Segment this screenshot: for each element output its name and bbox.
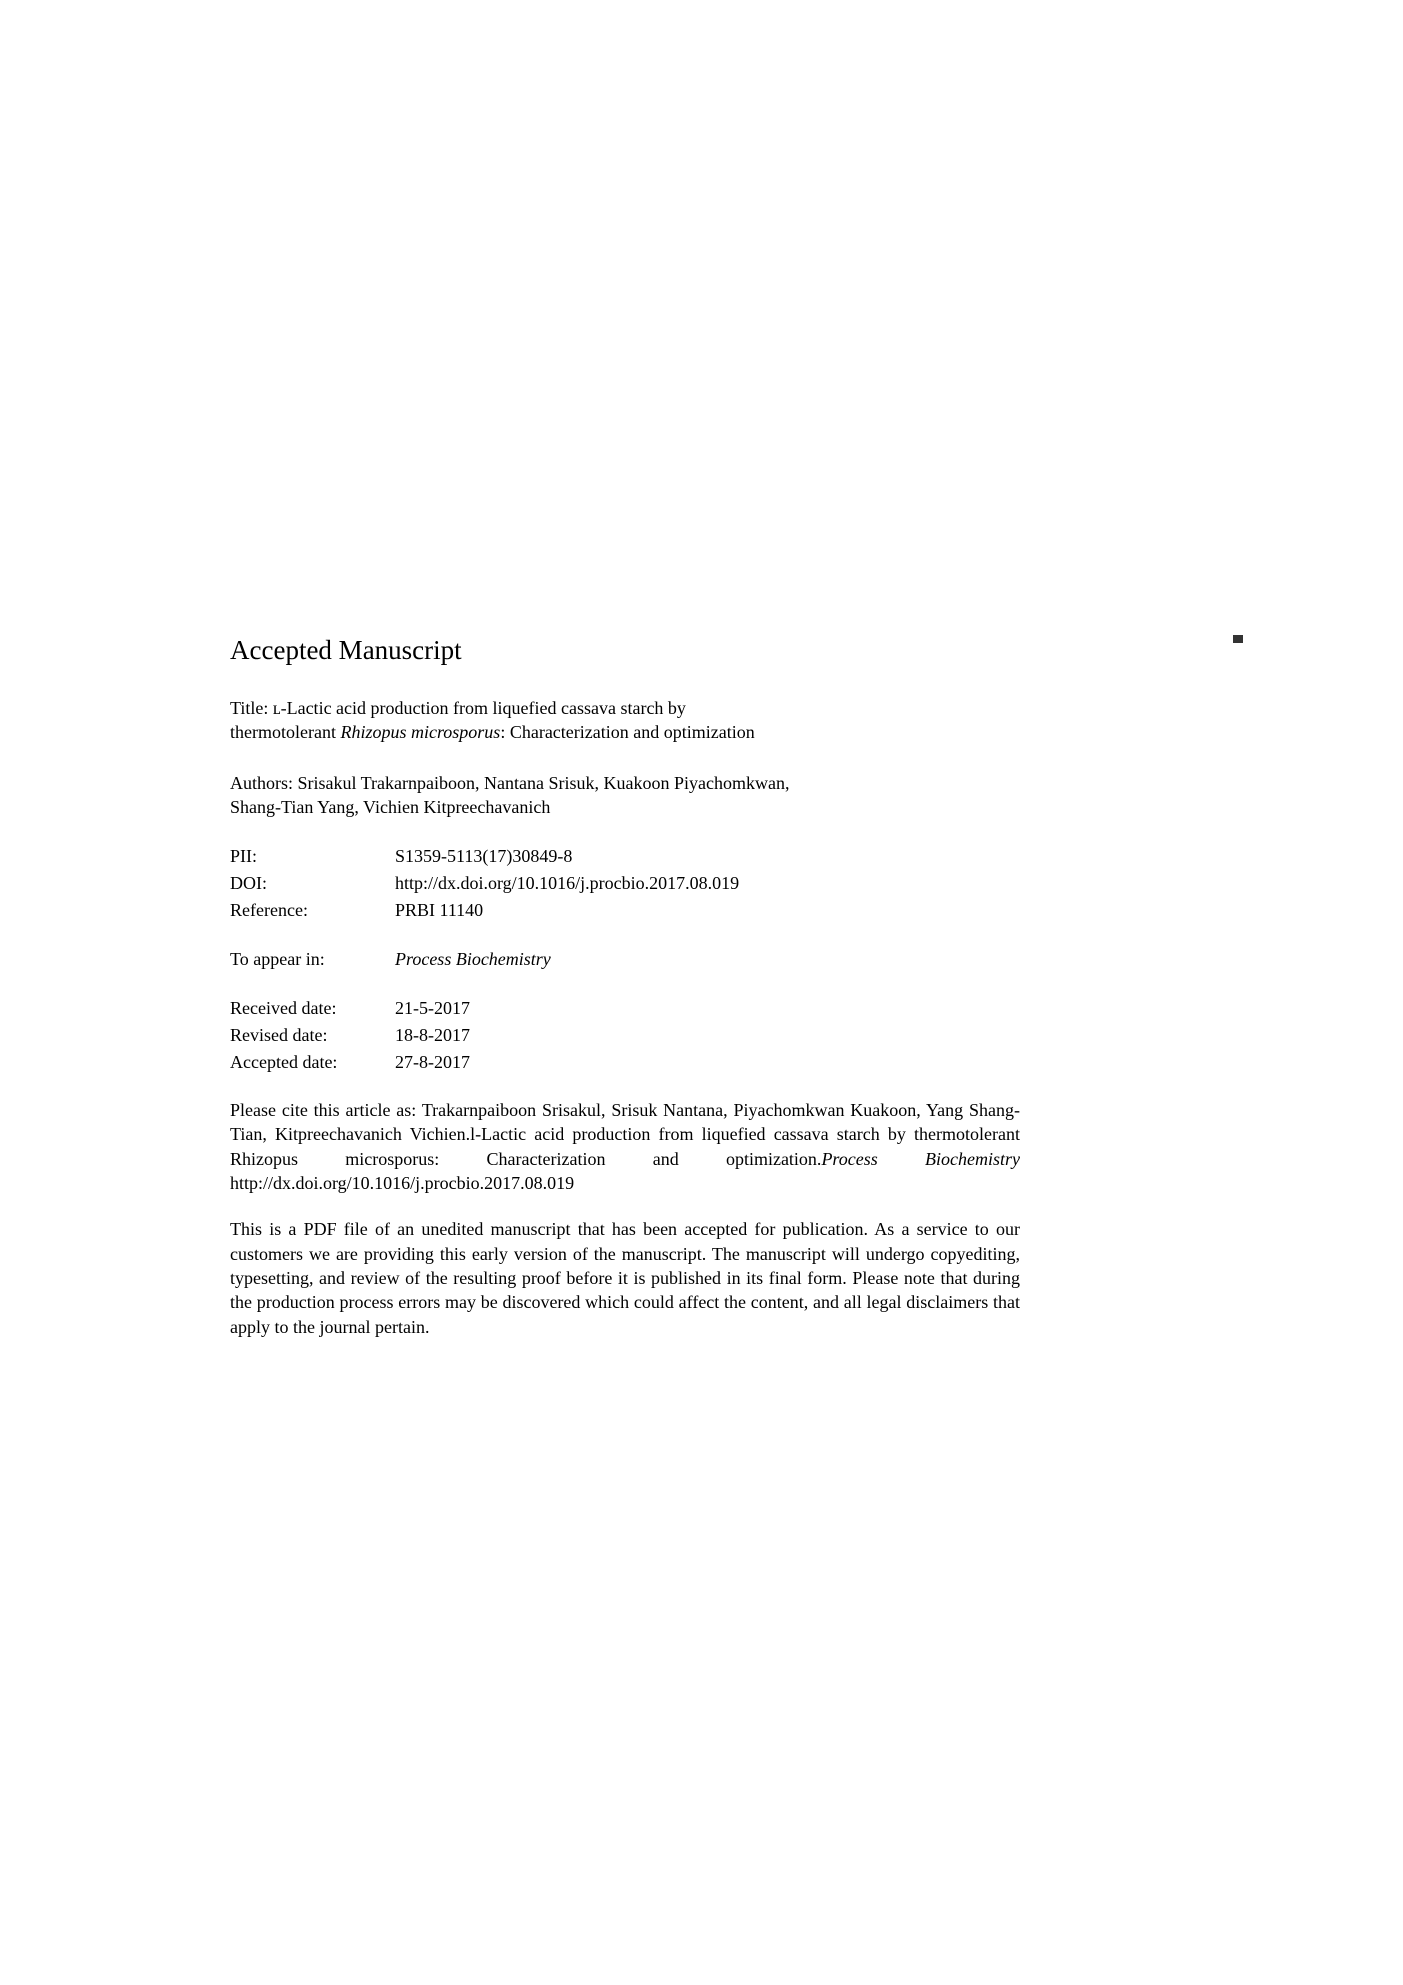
pii-label: PII: xyxy=(230,843,395,870)
accepted-manuscript-heading: Accepted Manuscript xyxy=(230,635,1030,666)
citation-journal: Process Biochemistry xyxy=(821,1149,1020,1169)
metadata-block-1: PII: S1359-5113(17)30849-8 DOI: http://d… xyxy=(230,843,1030,924)
pii-row: PII: S1359-5113(17)30849-8 xyxy=(230,843,1030,870)
to-appear-in-label: To appear in: xyxy=(230,946,395,973)
revised-date-label: Revised date: xyxy=(230,1022,395,1049)
reference-row: Reference: PRBI 11140 xyxy=(230,897,1030,924)
reference-label: Reference: xyxy=(230,897,395,924)
received-date-label: Received date: xyxy=(230,995,395,1022)
doi-row: DOI: http://dx.doi.org/10.1016/j.procbio… xyxy=(230,870,1030,897)
revised-date-row: Revised date: 18-8-2017 xyxy=(230,1022,1030,1049)
authors-list: Srisakul Trakarnpaiboon, Nantana Srisuk,… xyxy=(230,773,789,817)
received-date-value: 21-5-2017 xyxy=(395,995,1030,1022)
title-species-name: Rhizopus microsporus xyxy=(340,722,500,742)
manuscript-content: Accepted Manuscript Title: ʟ-Lactic acid… xyxy=(230,635,1030,1339)
doi-value: http://dx.doi.org/10.1016/j.procbio.2017… xyxy=(395,870,1030,897)
accepted-date-value: 27-8-2017 xyxy=(395,1049,1030,1076)
authors-label: Authors: xyxy=(230,773,298,793)
journal-thumbnail-placeholder xyxy=(1233,635,1243,643)
received-date-row: Received date: 21-5-2017 xyxy=(230,995,1030,1022)
manuscript-authors: Authors: Srisakul Trakarnpaiboon, Nantan… xyxy=(230,771,830,820)
accepted-date-label: Accepted date: xyxy=(230,1049,395,1076)
title-text-part2: : Characterization and optimization xyxy=(500,722,754,742)
pii-value: S1359-5113(17)30849-8 xyxy=(395,843,1030,870)
title-label: Title: xyxy=(230,698,273,718)
doi-label: DOI: xyxy=(230,870,395,897)
citation-text: Please cite this article as: Trakarnpaib… xyxy=(230,1098,1020,1195)
metadata-block-2: To appear in: Process Biochemistry xyxy=(230,946,1030,973)
accepted-date-row: Accepted date: 27-8-2017 xyxy=(230,1049,1030,1076)
citation-suffix: http://dx.doi.org/10.1016/j.procbio.2017… xyxy=(230,1173,574,1193)
to-appear-in-row: To appear in: Process Biochemistry xyxy=(230,946,1030,973)
to-appear-in-value: Process Biochemistry xyxy=(395,946,1030,973)
manuscript-title: Title: ʟ-Lactic acid production from liq… xyxy=(230,696,790,745)
disclaimer-text: This is a PDF file of an unedited manusc… xyxy=(230,1217,1020,1338)
metadata-block-3: Received date: 21-5-2017 Revised date: 1… xyxy=(230,995,1030,1076)
revised-date-value: 18-8-2017 xyxy=(395,1022,1030,1049)
reference-value: PRBI 11140 xyxy=(395,897,1030,924)
